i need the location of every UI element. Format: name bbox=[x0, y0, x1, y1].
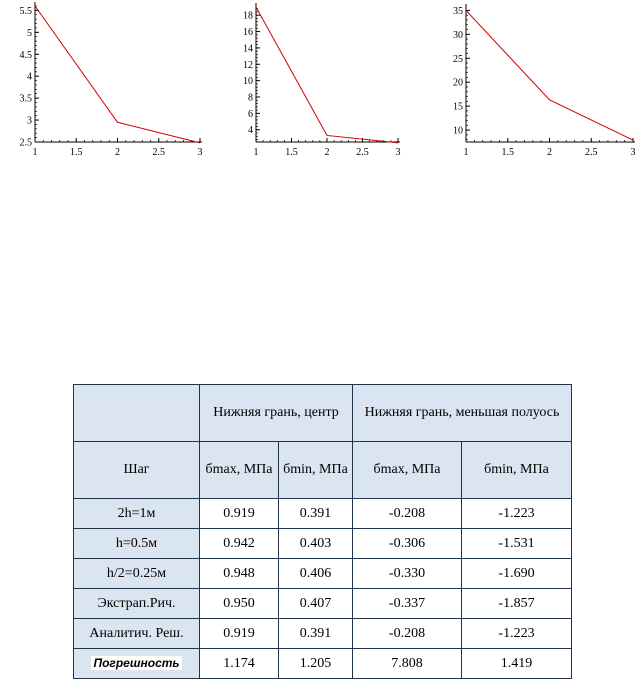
header-col-4: бmin, МПа bbox=[460, 441, 573, 499]
chart-3: 1 1.5 2 2.5 3 10 15 20 25 30 35 bbox=[430, 0, 643, 165]
x-tick-label: 3 bbox=[631, 147, 636, 158]
x-tick-label: 3 bbox=[396, 147, 401, 158]
table-cell: -1.531 bbox=[460, 528, 573, 559]
table-cell: 1.205 bbox=[278, 648, 353, 679]
table-cell: 0.407 bbox=[278, 588, 353, 619]
row-label: Экстрап.Рич. bbox=[73, 588, 200, 619]
table-row: Аналитич. Реш. 0.919 0.391 -0.208 -1.223 bbox=[73, 618, 573, 649]
table-cell: -0.208 bbox=[352, 498, 462, 529]
row-label: h=0.5м bbox=[73, 528, 200, 559]
header-empty-cell bbox=[73, 384, 200, 442]
header-group-center: Нижняя грань, центр bbox=[199, 384, 353, 442]
table-cell: 0.391 bbox=[278, 618, 353, 649]
y-tick-label: 18 bbox=[243, 11, 253, 22]
table-header-row-1: Нижняя грань, центр Нижняя грань, меньша… bbox=[73, 384, 573, 442]
x-tick-label: 1.5 bbox=[70, 147, 83, 158]
table-row: Экстрап.Рич. 0.950 0.407 -0.337 -1.857 bbox=[73, 588, 573, 619]
table-cell: 0.403 bbox=[278, 528, 353, 559]
table-cell: -1.223 bbox=[460, 498, 573, 529]
header-col-2: бmin, МПа bbox=[278, 441, 353, 499]
y-tick-label: 5 bbox=[27, 28, 32, 39]
x-tick-label: 3 bbox=[198, 147, 203, 158]
table-cell: -1.690 bbox=[460, 558, 573, 589]
y-tick-label: 6 bbox=[248, 109, 253, 120]
header-col-3: бmax, МПа bbox=[352, 441, 462, 499]
table-cell: 1.419 bbox=[460, 648, 573, 679]
x-tick-label: 2.5 bbox=[356, 147, 369, 158]
y-tick-label: 14 bbox=[243, 43, 253, 54]
results-table: Нижняя грань, центр Нижняя грань, меньша… bbox=[73, 384, 573, 679]
y-tick-label: 15 bbox=[453, 102, 463, 113]
row-label: Погрешность bbox=[73, 648, 200, 679]
y-tick-label: 10 bbox=[453, 126, 463, 137]
table-cell: -0.208 bbox=[352, 618, 462, 649]
x-tick-label: 2 bbox=[325, 147, 330, 158]
y-tick-label: 8 bbox=[248, 93, 253, 104]
y-tick-label: 35 bbox=[453, 6, 463, 17]
row-label: Аналитич. Реш. bbox=[73, 618, 200, 649]
row-label: h/2=0.25м bbox=[73, 558, 200, 589]
chart-2-svg: 1 1.5 2 2.5 3 4 6 8 10 12 14 16 18 bbox=[243, 3, 401, 158]
y-tick-label: 10 bbox=[243, 76, 253, 87]
y-tick-label: 2.5 bbox=[20, 138, 33, 149]
table-header-row-2: Шаг бmax, МПа бmin, МПа бmax, МПа бmin, … bbox=[73, 441, 573, 499]
series-line bbox=[255, 6, 399, 144]
table-cell: -0.306 bbox=[352, 528, 462, 559]
chart-1: 1 1.5 2 2.5 3 2.5 3 3.5 4 4.5 5 5.5 bbox=[0, 0, 210, 165]
y-tick-label: 4 bbox=[27, 72, 32, 83]
table-cell: 0.942 bbox=[199, 528, 279, 559]
y-tick-label: 5.5 bbox=[20, 6, 33, 17]
y-tick-label: 3 bbox=[27, 116, 32, 127]
table-cell: 0.919 bbox=[199, 498, 279, 529]
x-tick-label: 1.5 bbox=[285, 147, 298, 158]
header-group-minor: Нижняя грань, меньшая полуось bbox=[351, 384, 573, 442]
y-tick-label: 16 bbox=[243, 27, 253, 38]
y-tick-label: 20 bbox=[453, 78, 463, 89]
chart-1-svg: 1 1.5 2 2.5 3 2.5 3 3.5 4 4.5 5 5.5 bbox=[20, 2, 203, 158]
series-line bbox=[34, 5, 201, 144]
x-tick-label: 2.5 bbox=[585, 147, 598, 158]
table-cell: -0.337 bbox=[352, 588, 462, 619]
row-label: 2h=1м bbox=[73, 498, 200, 529]
table-row: h=0.5м 0.942 0.403 -0.306 -1.531 bbox=[73, 528, 573, 559]
table-cell: -1.223 bbox=[460, 618, 573, 649]
table-cell: 0.919 bbox=[199, 618, 279, 649]
y-tick-label: 12 bbox=[243, 60, 253, 71]
header-col-1: бmax, МПа bbox=[199, 441, 279, 499]
x-tick-label: 1 bbox=[464, 147, 469, 158]
y-tick-label: 3.5 bbox=[20, 94, 33, 105]
table-row: 2h=1м 0.919 0.391 -0.208 -1.223 bbox=[73, 498, 573, 529]
y-tick-label: 30 bbox=[453, 30, 463, 41]
chart-2: 1 1.5 2 2.5 3 4 6 8 10 12 14 16 18 bbox=[220, 0, 410, 165]
x-tick-label: 2 bbox=[547, 147, 552, 158]
table-cell: 0.406 bbox=[278, 558, 353, 589]
table-cell: -1.857 bbox=[460, 588, 573, 619]
table-cell: 0.948 bbox=[199, 558, 279, 589]
y-tick-label: 4.5 bbox=[20, 50, 33, 61]
x-tick-label: 2.5 bbox=[153, 147, 166, 158]
x-tick-label: 1 bbox=[33, 147, 38, 158]
table-cell: 0.950 bbox=[199, 588, 279, 619]
y-tick-label: 4 bbox=[248, 125, 253, 136]
series-line bbox=[465, 10, 634, 141]
chart-3-svg: 1 1.5 2 2.5 3 10 15 20 25 30 35 bbox=[453, 4, 636, 158]
x-tick-label: 1.5 bbox=[502, 147, 515, 158]
table-cell: 0.391 bbox=[278, 498, 353, 529]
y-tick-label: 25 bbox=[453, 54, 463, 65]
header-step: Шаг bbox=[73, 441, 200, 499]
table-row: h/2=0.25м 0.948 0.406 -0.330 -1.690 bbox=[73, 558, 573, 589]
table-cell: 7.808 bbox=[352, 648, 462, 679]
table-cell: 1.174 bbox=[199, 648, 279, 679]
table-cell: -0.330 bbox=[352, 558, 462, 589]
x-tick-label: 1 bbox=[254, 147, 259, 158]
table-row: Погрешность 1.174 1.205 7.808 1.419 bbox=[73, 648, 573, 679]
error-label: Погрешность bbox=[91, 656, 182, 670]
x-tick-label: 2 bbox=[115, 147, 120, 158]
